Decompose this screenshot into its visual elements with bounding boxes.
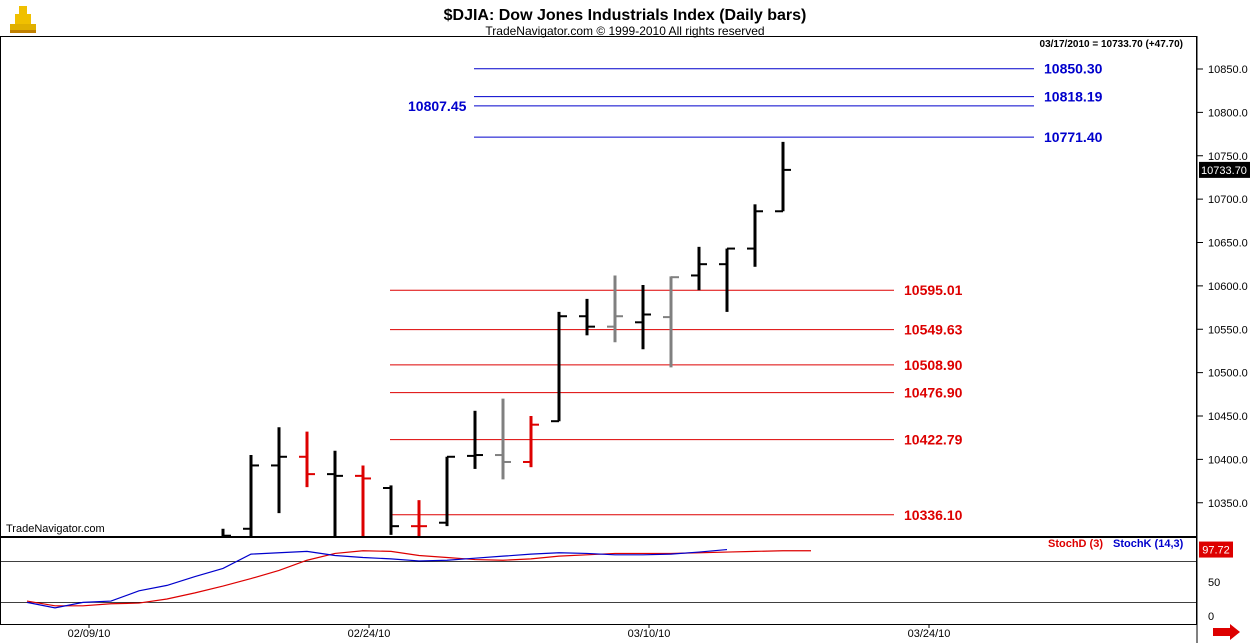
date-tick-label: 02/09/10: [68, 628, 111, 640]
date-tick-label: 03/10/10: [628, 628, 671, 640]
last-quote-readout: 03/17/2010 = 10733.70 (+47.70): [1040, 39, 1183, 50]
stochastic-k-legend: StochK (14,3): [1113, 538, 1184, 550]
support-level-label: 10595.01: [904, 282, 963, 298]
price-axis: 10850.0 10800.0 10750.0 10700.0 10650.0 10600…: [1197, 64, 1250, 510]
stochastic-k-line: [26, 548, 728, 609]
stochastic-lines: [1, 548, 1196, 609]
price-tick-label: 10700.0: [1208, 194, 1248, 206]
stochastic-last-label: 97.72: [1202, 545, 1230, 557]
price-tick-label: 10650.0: [1208, 238, 1248, 250]
support-level-label: 10508.90: [904, 357, 963, 373]
support-level-label: 10549.63: [904, 322, 963, 338]
stochastic-tick-label: 0: [1208, 611, 1214, 623]
price-tick-label: 10400.0: [1208, 454, 1248, 466]
trade-navigator-logo-icon: [10, 6, 36, 33]
support-level-label: 10422.79: [904, 432, 963, 448]
date-axis: 02/09/10 02/24/10 03/10/10 03/24/10: [68, 624, 951, 640]
chart-title: $DJIA: Dow Jones Industrials Index (Dail…: [444, 7, 807, 24]
date-tick-label: 03/24/10: [908, 628, 951, 640]
resistance-level-label: 10818.19: [1044, 89, 1103, 105]
price-tick-label: 10550.0: [1208, 324, 1248, 336]
price-tick-label: 10350.0: [1208, 498, 1248, 510]
support-level-label: 10336.10: [904, 507, 963, 523]
price-tick-label: 10850.0: [1208, 64, 1248, 76]
scroll-right-arrow-icon[interactable]: [1213, 624, 1240, 640]
panel-frames: [0, 36, 1198, 643]
date-tick-label: 02/24/10: [348, 628, 391, 640]
last-price-label: 10733.70: [1201, 165, 1247, 177]
support-level-label: 10476.90: [904, 385, 963, 401]
level-lines: 10850.30 10818.19 10807.45 10771.40 10595.01…: [390, 61, 1103, 523]
price-tick-label: 10750.0: [1208, 151, 1248, 163]
stochastic-d-legend: StochD (3): [1048, 538, 1103, 550]
price-tick-label: 10600.0: [1208, 281, 1248, 293]
resistance-level-label: 10807.45: [408, 98, 467, 114]
watermark-label: TradeNavigator.com: [6, 523, 105, 535]
resistance-level-label: 10771.40: [1044, 129, 1103, 145]
price-tick-label: 10500.0: [1208, 368, 1248, 380]
stochastic-axis: 50 0 97.72: [1199, 541, 1233, 623]
price-tick-label: 10450.0: [1208, 411, 1248, 423]
last-price-badge: [1199, 161, 1250, 178]
resistance-level-label: 10850.30: [1044, 61, 1103, 77]
price-tick-label: 10800.0: [1208, 107, 1248, 119]
stochastic-last-badge: [1199, 541, 1233, 558]
price-bars: [221, 141, 791, 537]
chart-subtitle: TradeNavigator.com © 1999-2010 All right…: [485, 24, 764, 38]
stochastic-legend: StochD (3) StochK (14,3): [1048, 538, 1184, 550]
stochastic-tick-label: 50: [1208, 577, 1220, 589]
